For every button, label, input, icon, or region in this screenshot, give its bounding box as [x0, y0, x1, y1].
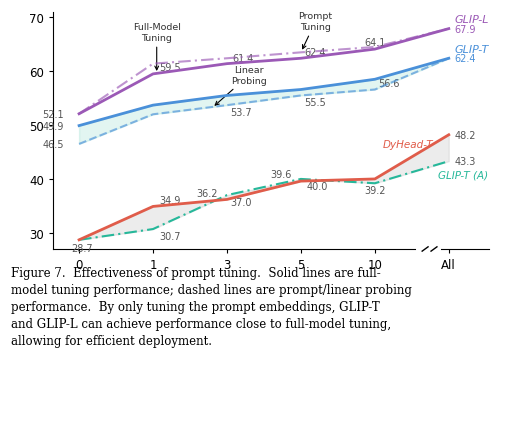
- Text: Figure 7.  Effectiveness of prompt tuning.  Solid lines are full-
model tuning p: Figure 7. Effectiveness of prompt tuning…: [11, 267, 412, 347]
- Text: Full-Model
Tuning: Full-Model Tuning: [133, 23, 181, 71]
- Text: 46.5: 46.5: [43, 140, 64, 150]
- Text: 30.7: 30.7: [159, 231, 180, 241]
- Text: GLIP-L: GLIP-L: [455, 15, 489, 25]
- Text: 48.2: 48.2: [455, 130, 476, 141]
- Text: 40.0: 40.0: [307, 181, 328, 192]
- Text: 61.4: 61.4: [233, 53, 254, 63]
- Text: 36.2: 36.2: [197, 188, 218, 198]
- Text: 67.9: 67.9: [455, 25, 476, 34]
- Text: 39.6: 39.6: [271, 169, 292, 180]
- Text: Prompt
Tuning: Prompt Tuning: [298, 12, 332, 49]
- Text: 39.2: 39.2: [364, 185, 386, 195]
- Text: 37.0: 37.0: [231, 197, 252, 207]
- Text: 52.1: 52.1: [43, 110, 64, 120]
- Text: GLIP-T (A): GLIP-T (A): [438, 170, 488, 180]
- Text: 34.9: 34.9: [159, 195, 180, 205]
- Text: 62.4: 62.4: [455, 54, 476, 64]
- Text: GLIP-T: GLIP-T: [455, 45, 489, 55]
- Text: 28.7: 28.7: [72, 243, 93, 253]
- Text: 43.3: 43.3: [455, 157, 476, 167]
- Text: DyHead-T: DyHead-T: [382, 140, 433, 150]
- Text: 53.7: 53.7: [231, 108, 252, 117]
- Text: Linear
Probing: Linear Probing: [215, 66, 267, 106]
- Text: 55.5: 55.5: [305, 98, 326, 108]
- Text: 56.6: 56.6: [379, 79, 400, 89]
- Text: 62.4: 62.4: [305, 48, 326, 58]
- Text: 59.5: 59.5: [159, 63, 180, 73]
- Text: 64.1: 64.1: [364, 38, 386, 48]
- Text: 49.9: 49.9: [43, 121, 64, 131]
